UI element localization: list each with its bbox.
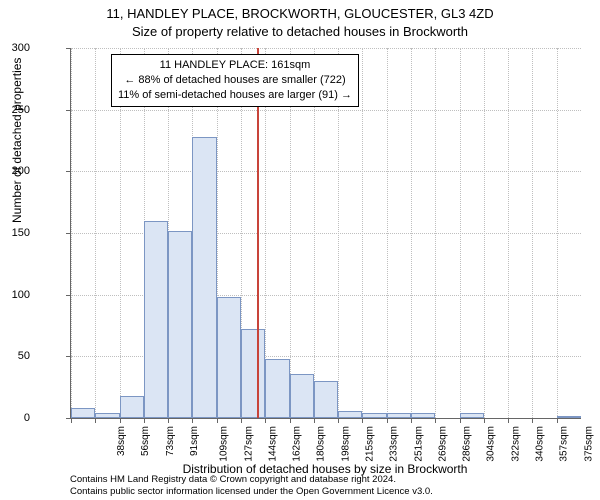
xtick-mark [338,418,339,423]
chart-container: 11, HANDLEY PLACE, BROCKWORTH, GLOUCESTE… [0,0,600,500]
xtick-label: 375sqm [583,426,594,462]
xtick-mark [460,418,461,423]
xtick-mark [411,418,412,423]
histogram-bar [168,231,192,418]
histogram-bar [120,396,144,418]
histogram-bar [144,221,168,418]
xtick-mark [532,418,533,423]
infobox-line2: ← 88% of detached houses are smaller (72… [118,73,352,88]
histogram-bar [460,413,484,418]
gridline-v [532,48,533,418]
gridline-v [95,48,96,418]
chart-title-line1: 11, HANDLEY PLACE, BROCKWORTH, GLOUCESTE… [0,6,600,21]
ytick-label: 0 [0,412,30,424]
xtick-mark [290,418,291,423]
histogram-bar [265,359,289,418]
xtick-label: 286sqm [462,426,473,462]
histogram-bar [557,416,581,418]
infobox-line1: 11 HANDLEY PLACE: 161sqm [118,58,352,73]
ytick-label: 50 [0,350,30,362]
xtick-mark [484,418,485,423]
gridline-v [484,48,485,418]
xtick-mark [95,418,96,423]
histogram-bar [95,413,119,418]
xtick-label: 91sqm [189,426,200,456]
histogram-bar [192,137,216,418]
y-axis-label: Number of detached properties [10,58,24,223]
gridline-v [508,48,509,418]
xtick-mark [435,418,436,423]
infobox-line3: 11% of semi-detached houses are larger (… [118,88,352,103]
histogram-bar [338,411,362,418]
ytick-label: 300 [0,42,30,54]
gridline-v [460,48,461,418]
xtick-label: 109sqm [219,426,230,462]
xtick-mark [71,418,72,423]
histogram-bar [71,408,95,418]
footer-line2: Contains public sector information licen… [70,486,590,498]
xtick-mark [387,418,388,423]
xtick-label: 198sqm [340,426,351,462]
xtick-mark [144,418,145,423]
chart-title-line2: Size of property relative to detached ho… [0,24,600,39]
xtick-label: 180sqm [316,426,327,462]
ytick-label: 100 [0,289,30,301]
xtick-label: 38sqm [116,426,127,456]
xtick-mark [120,418,121,423]
gridline-h [71,48,581,49]
histogram-bar [362,413,386,418]
histogram-bar [241,329,265,418]
xtick-mark [314,418,315,423]
xtick-label: 73sqm [165,426,176,456]
xtick-mark [557,418,558,423]
xtick-label: 322sqm [510,426,521,462]
histogram-bar [290,374,314,418]
xtick-mark [508,418,509,423]
histogram-bar [314,381,338,418]
gridline-v [411,48,412,418]
xtick-mark [217,418,218,423]
gridline-v [435,48,436,418]
ytick-label: 200 [0,165,30,177]
histogram-bar [217,297,241,418]
ytick-label: 150 [0,227,30,239]
histogram-bar [387,413,411,418]
xtick-label: 127sqm [243,426,254,462]
xtick-label: 251sqm [413,426,424,462]
footer-attribution: Contains HM Land Registry data © Crown c… [70,474,590,498]
gridline-v [387,48,388,418]
gridline-h [71,171,581,172]
xtick-mark [192,418,193,423]
xtick-mark [362,418,363,423]
reference-infobox: 11 HANDLEY PLACE: 161sqm ← 88% of detach… [111,54,359,107]
xtick-label: 162sqm [292,426,303,462]
xtick-mark [241,418,242,423]
xtick-mark [168,418,169,423]
gridline-v [557,48,558,418]
plot-area: 11 HANDLEY PLACE: 161sqm ← 88% of detach… [70,48,581,419]
xtick-label: 233sqm [389,426,400,462]
xtick-label: 340sqm [535,426,546,462]
xtick-mark [265,418,266,423]
footer-line1: Contains HM Land Registry data © Crown c… [70,474,590,486]
xtick-label: 304sqm [486,426,497,462]
xtick-label: 56sqm [140,426,151,456]
gridline-v [71,48,72,418]
ytick-label: 250 [0,104,30,116]
xtick-label: 144sqm [267,426,278,462]
xtick-label: 215sqm [365,426,376,462]
gridline-v [362,48,363,418]
xtick-label: 357sqm [559,426,570,462]
gridline-h [71,110,581,111]
xtick-label: 269sqm [437,426,448,462]
histogram-bar [411,413,435,418]
